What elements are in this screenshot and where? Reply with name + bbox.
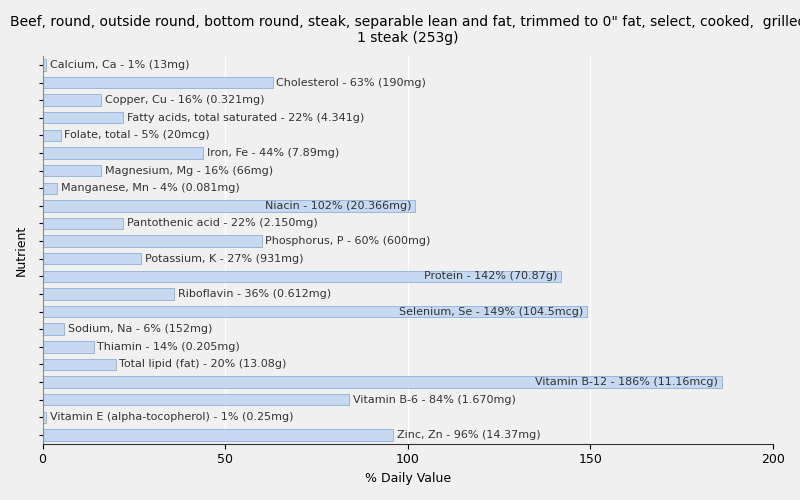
Text: Niacin - 102% (20.366mg): Niacin - 102% (20.366mg) (265, 201, 411, 211)
Bar (42, 130, 61, 141)
Bar (42, 288, 174, 300)
Bar (42, 165, 101, 176)
X-axis label: % Daily Value: % Daily Value (365, 472, 451, 485)
Text: Fatty acids, total saturated - 22% (4.341g): Fatty acids, total saturated - 22% (4.34… (126, 113, 364, 123)
Text: Riboflavin - 36% (0.612mg): Riboflavin - 36% (0.612mg) (178, 289, 331, 299)
Text: Vitamin B-6 - 84% (1.670mg): Vitamin B-6 - 84% (1.670mg) (353, 394, 516, 404)
Text: Vitamin B-12 - 186% (11.16mcg): Vitamin B-12 - 186% (11.16mcg) (535, 377, 718, 387)
Bar (42, 376, 722, 388)
Text: Vitamin E (alpha-tocopherol) - 1% (0.25mg): Vitamin E (alpha-tocopherol) - 1% (0.25m… (50, 412, 294, 422)
Text: Phosphorus, P - 60% (600mg): Phosphorus, P - 60% (600mg) (266, 236, 430, 246)
Bar (42, 341, 94, 352)
Text: Thiamin - 14% (0.205mg): Thiamin - 14% (0.205mg) (98, 342, 240, 352)
Text: Selenium, Se - 149% (104.5mcg): Selenium, Se - 149% (104.5mcg) (399, 306, 583, 316)
Bar (42, 306, 586, 318)
Bar (42, 236, 262, 247)
Bar (42, 253, 141, 264)
Text: Sodium, Na - 6% (152mg): Sodium, Na - 6% (152mg) (68, 324, 213, 334)
Text: Cholesterol - 63% (190mg): Cholesterol - 63% (190mg) (276, 78, 426, 88)
Bar (42, 200, 415, 211)
Text: Pantothenic acid - 22% (2.150mg): Pantothenic acid - 22% (2.150mg) (126, 218, 318, 228)
Bar (42, 358, 116, 370)
Text: Folate, total - 5% (20mcg): Folate, total - 5% (20mcg) (65, 130, 210, 140)
Text: Magnesium, Mg - 16% (66mg): Magnesium, Mg - 16% (66mg) (105, 166, 273, 175)
Y-axis label: Nutrient: Nutrient (15, 224, 28, 276)
Bar (42, 394, 350, 406)
Bar (42, 412, 46, 423)
Title: Beef, round, outside round, bottom round, steak, separable lean and fat, trimmed: Beef, round, outside round, bottom round… (10, 15, 800, 45)
Text: Potassium, K - 27% (931mg): Potassium, K - 27% (931mg) (145, 254, 303, 264)
Text: Copper, Cu - 16% (0.321mg): Copper, Cu - 16% (0.321mg) (105, 95, 264, 105)
Bar (42, 182, 57, 194)
Text: Calcium, Ca - 1% (13mg): Calcium, Ca - 1% (13mg) (50, 60, 190, 70)
Bar (42, 59, 46, 70)
Bar (42, 148, 203, 158)
Bar (42, 324, 65, 335)
Bar (42, 429, 394, 440)
Bar (42, 270, 562, 282)
Text: Protein - 142% (70.87g): Protein - 142% (70.87g) (424, 272, 558, 281)
Bar (42, 218, 123, 229)
Text: Iron, Fe - 44% (7.89mg): Iron, Fe - 44% (7.89mg) (207, 148, 339, 158)
Text: Manganese, Mn - 4% (0.081mg): Manganese, Mn - 4% (0.081mg) (61, 183, 239, 193)
Text: Zinc, Zn - 96% (14.37mg): Zinc, Zn - 96% (14.37mg) (397, 430, 541, 440)
Bar (42, 112, 123, 124)
Text: Total lipid (fat) - 20% (13.08g): Total lipid (fat) - 20% (13.08g) (119, 360, 286, 370)
Bar (42, 77, 273, 88)
Bar (42, 94, 101, 106)
